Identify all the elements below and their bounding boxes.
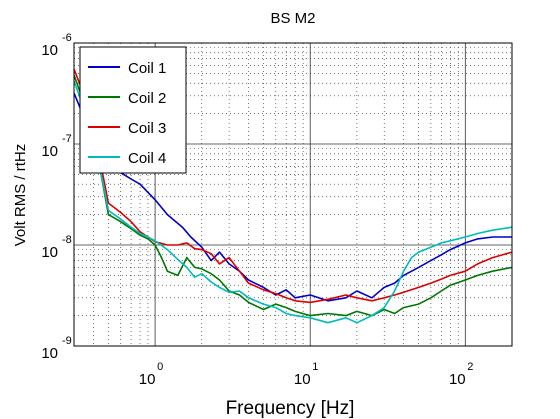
data-series [74, 68, 512, 324]
x-tick-label-base: 10 [139, 371, 156, 388]
y-tick-label-base: 10 [41, 244, 58, 261]
series-line-coil-4 [74, 80, 512, 324]
legend-label-coil-3: Coil 3 [128, 120, 166, 137]
y-tick-label: 10 -7 [41, 133, 71, 160]
x-tick-label-base: 10 [449, 371, 466, 388]
y-tick-label-exponent: -7 [62, 133, 72, 145]
y-axis-label: Volt RMS / rtHz [12, 144, 29, 247]
series-line-coil-1 [74, 92, 512, 302]
x-axis-label: Frequency [Hz] [226, 398, 355, 419]
x-tick-label: 101 [294, 361, 318, 388]
y-tick-label: 10 -8 [41, 234, 71, 261]
legend-label-coil-4: Coil 4 [128, 150, 166, 167]
y-tick-label-exponent: -8 [62, 234, 72, 246]
y-tick-label-exponent: -6 [62, 32, 72, 44]
series-line-coil-2 [74, 74, 512, 317]
y-tick-label-base: 10 [41, 143, 58, 160]
x-tick-label-exponent: 0 [157, 361, 163, 373]
x-tick-label: 102 [449, 361, 473, 388]
y-tick-label: 10 -6 [41, 32, 71, 59]
legend-label-coil-1: Coil 1 [128, 60, 166, 77]
y-tick-label-base: 10 [41, 42, 58, 59]
x-tick-label-exponent: 1 [312, 361, 318, 373]
legend: Coil 1 Coil 2 Coil 3 Coil 4 [79, 46, 187, 174]
legend-label-coil-2: Coil 2 [128, 90, 166, 107]
series-line-coil-3 [74, 68, 512, 304]
x-tick-label-base: 10 [294, 371, 311, 388]
y-tick-label: 10 -9 [41, 335, 71, 362]
y-tick-label-base: 10 [41, 345, 58, 362]
x-tick-label-exponent: 2 [467, 361, 473, 373]
x-tick-label: 100 [139, 361, 163, 388]
plot-frame [73, 42, 513, 347]
chart-title: BS M2 [270, 10, 315, 27]
y-tick-label-exponent: -9 [62, 335, 72, 347]
